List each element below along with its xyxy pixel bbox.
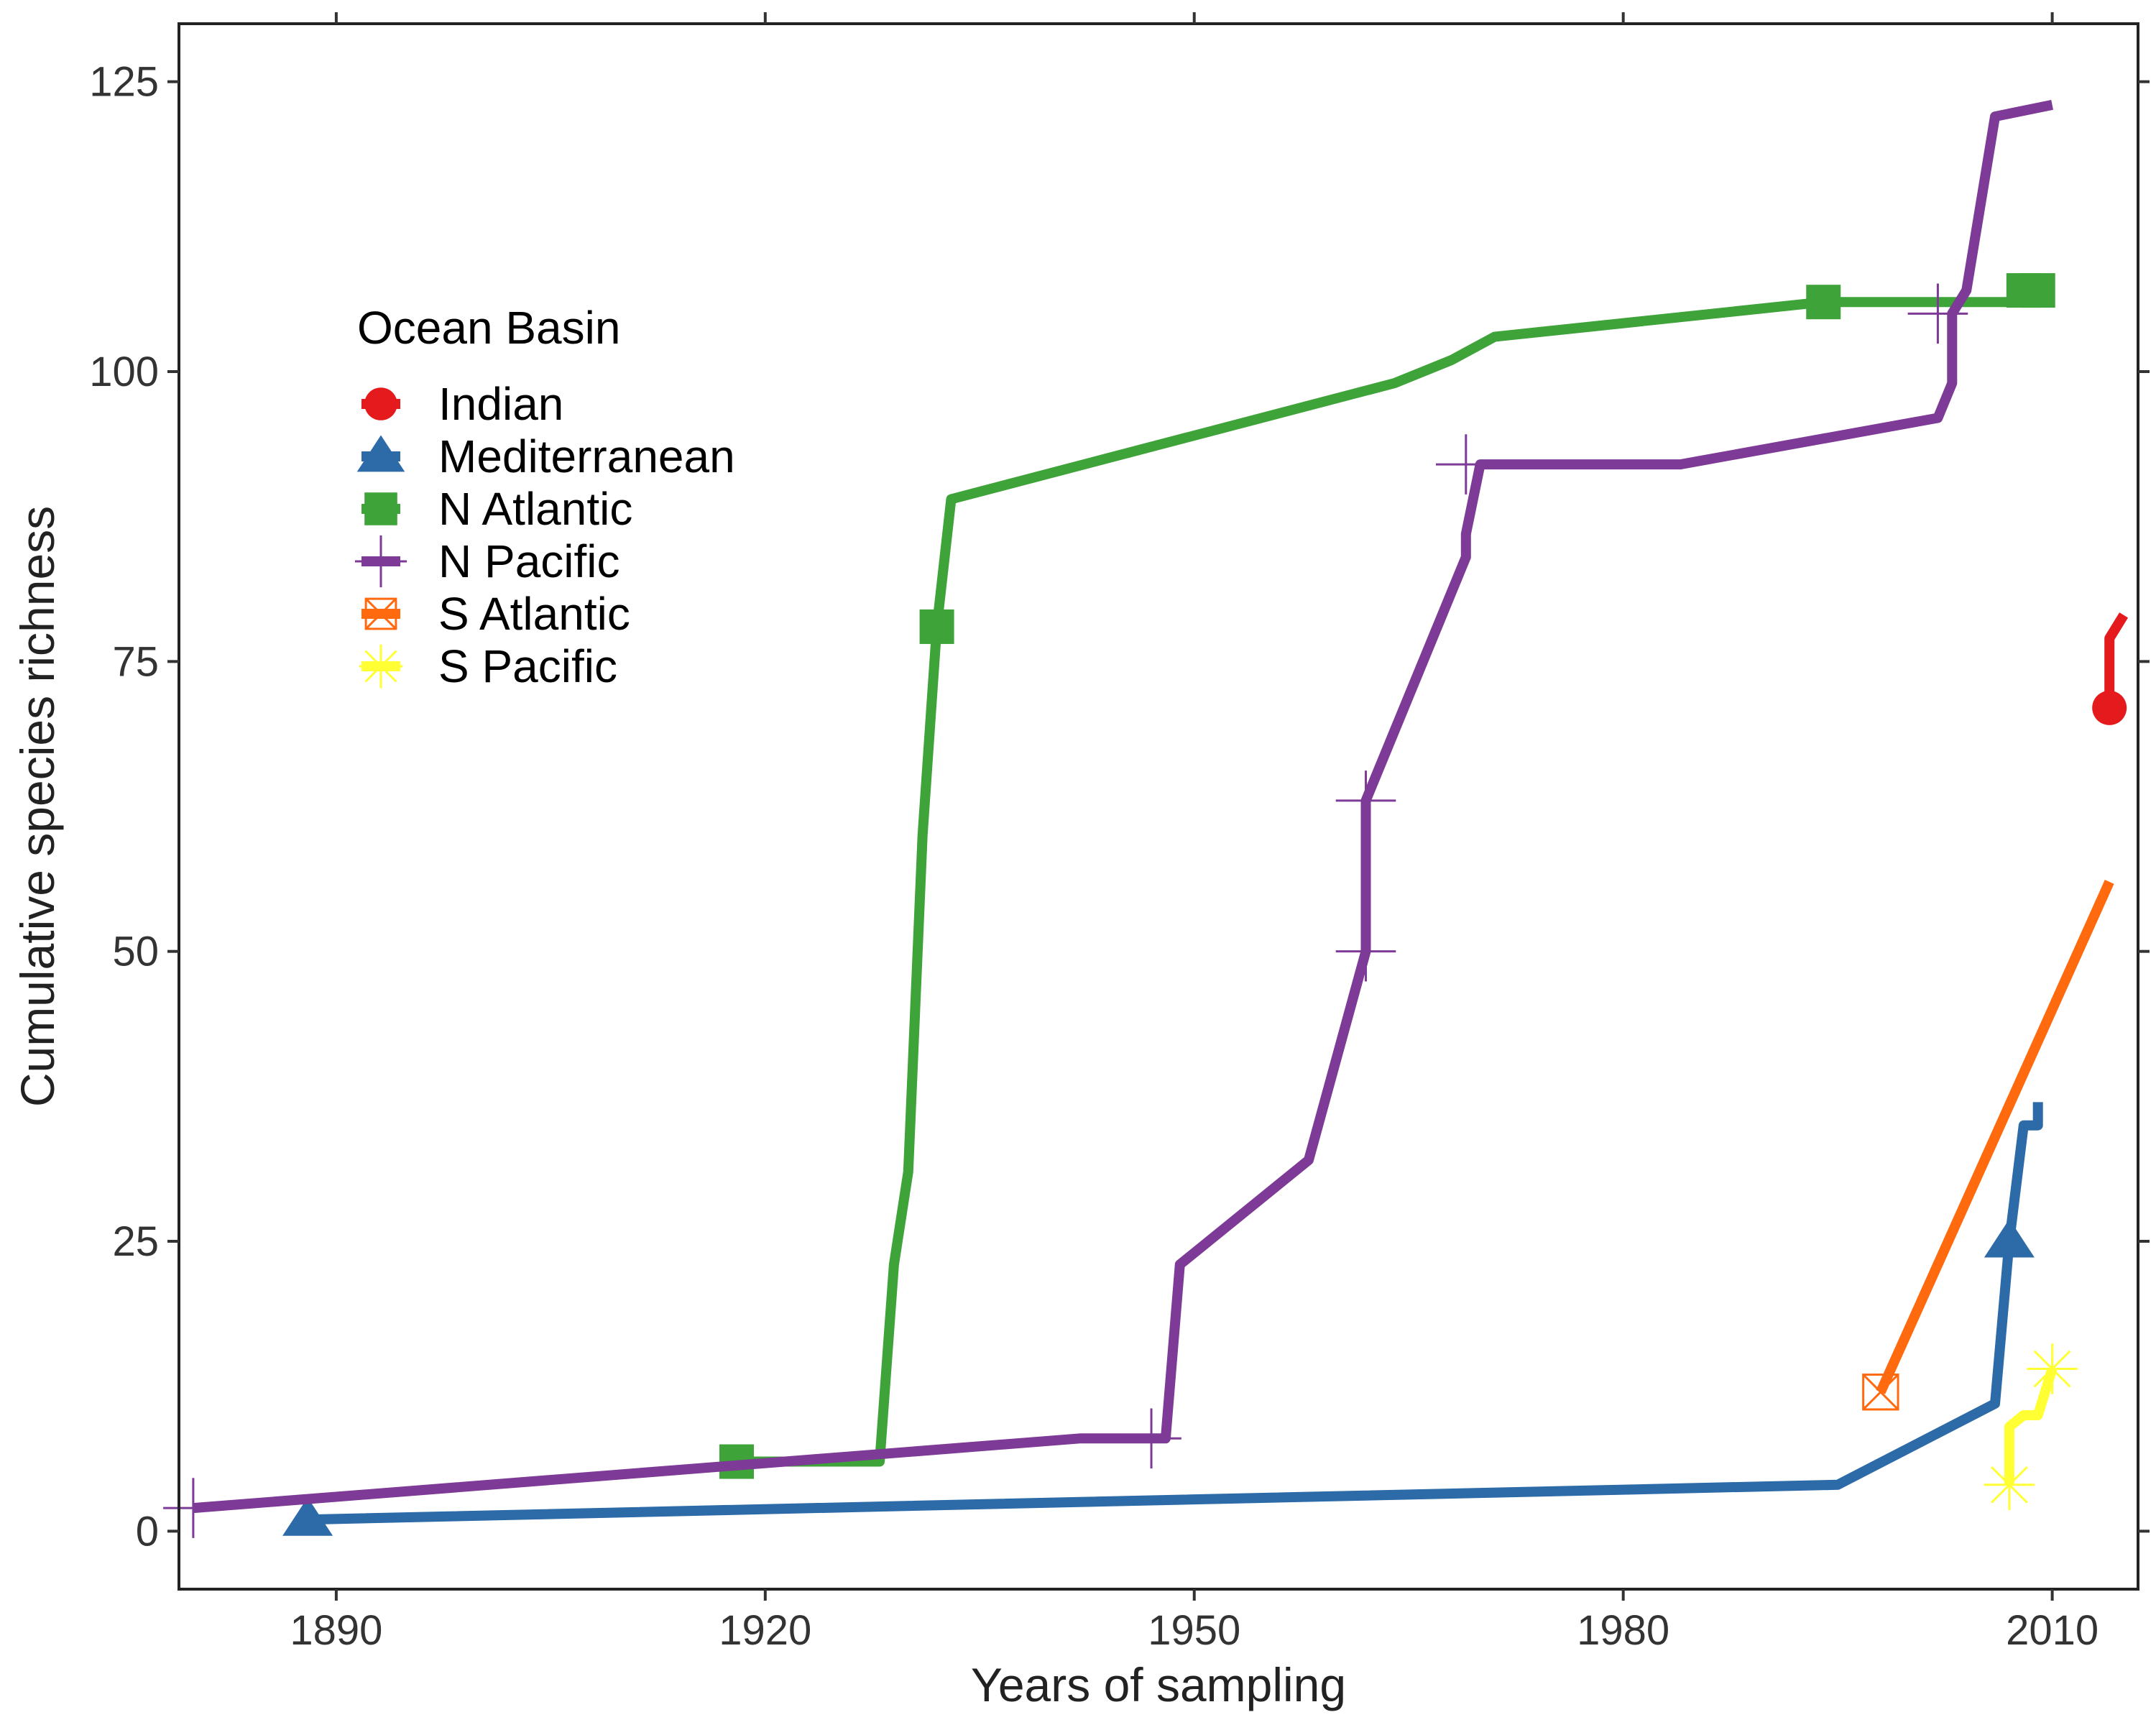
data-point-n-atlantic bbox=[919, 609, 954, 644]
legend-label: S Atlantic bbox=[438, 588, 630, 640]
y-tick-label: 25 bbox=[112, 1218, 159, 1265]
series-line-indian bbox=[2104, 612, 2129, 708]
data-point-n-pacific bbox=[1907, 283, 1968, 344]
data-point-mediterranean bbox=[1984, 1219, 2035, 1258]
y-tick-label: 50 bbox=[112, 929, 159, 975]
legend-marker-n-pacific bbox=[354, 535, 407, 588]
data-point-n-atlantic bbox=[1806, 285, 1841, 320]
series-n-pacific bbox=[163, 100, 2053, 1538]
legend-item-s-pacific: S Pacific bbox=[359, 640, 617, 692]
data-point-indian bbox=[2092, 690, 2127, 725]
series-s-pacific bbox=[1984, 1343, 2078, 1510]
data-point-n-pacific bbox=[1335, 921, 1396, 982]
legend-marker-indian bbox=[364, 387, 397, 420]
plot-area bbox=[163, 100, 2129, 1538]
x-tick-label: 1890 bbox=[290, 1607, 382, 1654]
legend-label: Mediterranean bbox=[438, 431, 735, 482]
legend-item-n-pacific: N Pacific bbox=[354, 535, 620, 588]
legend-label: N Pacific bbox=[438, 535, 620, 587]
series-indian bbox=[2092, 612, 2129, 725]
series-line-s-pacific bbox=[2004, 1367, 2058, 1485]
x-tick-label: 1950 bbox=[1148, 1607, 1240, 1654]
data-point-s-atlantic bbox=[1862, 1374, 1899, 1411]
axes: 1890 1920 1950 1980 2010 0 25 50 75 100 125 bbox=[89, 12, 2150, 1654]
legend-item-indian: Indian bbox=[361, 378, 563, 430]
data-point-n-pacific bbox=[1121, 1408, 1181, 1469]
y-tick-label: 100 bbox=[89, 349, 159, 395]
x-axis-title: Years of sampling bbox=[971, 1658, 1346, 1711]
plot-border bbox=[178, 22, 2139, 1591]
y-tick-label: 0 bbox=[136, 1508, 159, 1555]
series-line-n-atlantic bbox=[737, 285, 2038, 1467]
y-tick-label: 75 bbox=[112, 638, 159, 685]
data-point-mediterranean bbox=[282, 1497, 333, 1536]
data-point-s-pacific bbox=[2027, 1343, 2078, 1394]
data-point-n-atlantic bbox=[2020, 273, 2055, 308]
series-n-atlantic bbox=[719, 273, 2055, 1479]
legend-item-n-atlantic: N Atlantic bbox=[361, 483, 632, 535]
legend-title: Ocean Basin bbox=[357, 302, 620, 354]
x-tick-label: 1920 bbox=[719, 1607, 811, 1654]
legend-item-s-atlantic: S Atlantic bbox=[361, 588, 630, 640]
legend-marker-n-atlantic bbox=[364, 492, 397, 525]
data-point-n-pacific bbox=[1436, 434, 1496, 494]
legend-item-mediterranean: Mediterranean bbox=[356, 431, 735, 482]
data-point-n-pacific bbox=[163, 1478, 224, 1538]
legend-label: S Pacific bbox=[438, 640, 617, 692]
x-tick-label: 1980 bbox=[1577, 1607, 1669, 1654]
legend-label: N Atlantic bbox=[438, 483, 632, 535]
y-axis-title: Cumulative species richness bbox=[11, 506, 64, 1107]
series-line-n-pacific bbox=[193, 100, 2053, 1514]
data-point-n-pacific bbox=[1335, 770, 1396, 831]
legend-marker-s-pacific bbox=[359, 644, 403, 689]
series-s-atlantic bbox=[1862, 880, 2114, 1411]
x-tick-label: 2010 bbox=[2006, 1607, 2099, 1654]
legend-label: Indian bbox=[438, 378, 563, 430]
series-line-s-atlantic bbox=[1876, 880, 2114, 1394]
legend-marker-mediterranean bbox=[356, 435, 405, 472]
y-tick-label: 125 bbox=[89, 59, 159, 106]
legend-marker-s-atlantic bbox=[364, 597, 397, 630]
series-mediterranean bbox=[282, 1102, 2043, 1536]
data-point-s-pacific bbox=[1984, 1459, 2035, 1510]
